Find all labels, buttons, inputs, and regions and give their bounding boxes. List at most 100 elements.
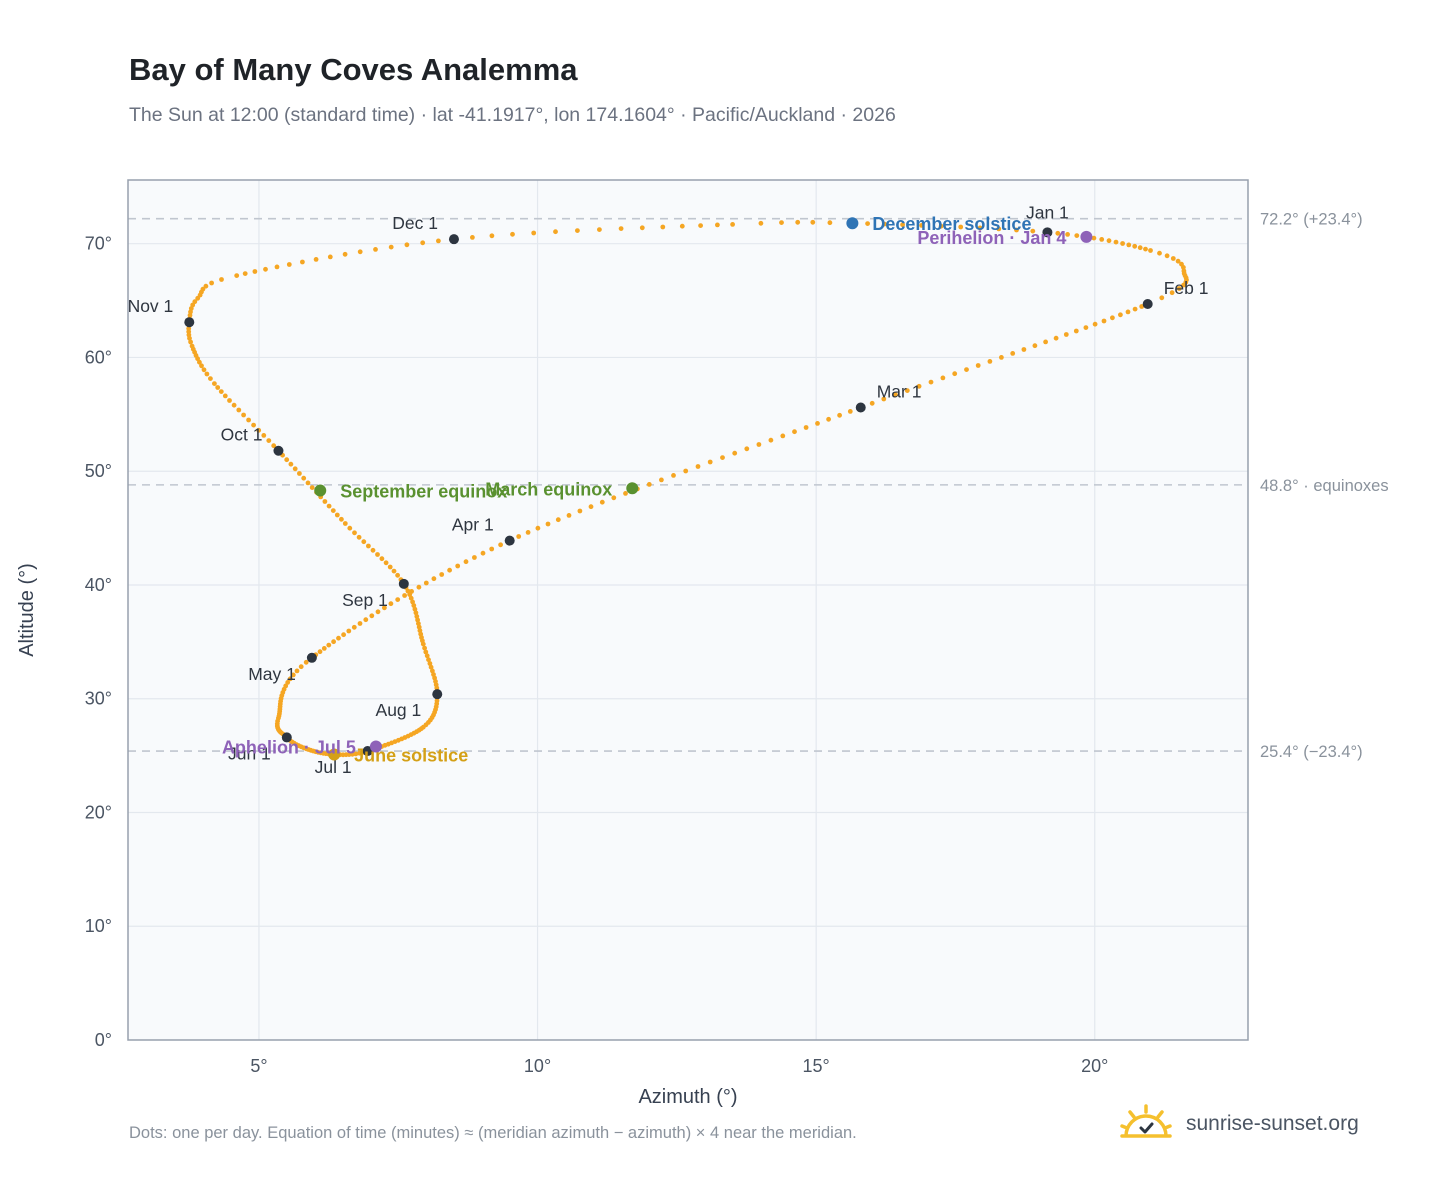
daily-sun-dot (200, 286, 206, 292)
daily-sun-dot (599, 499, 605, 505)
daily-sun-dot (827, 220, 833, 226)
daily-sun-dot (881, 396, 887, 402)
y-tick-label: 40° (85, 575, 112, 595)
daily-sun-dot (865, 221, 870, 227)
daily-sun-dot (1099, 237, 1105, 242)
event-label: Aphelion · Jul 5 (222, 738, 356, 758)
daily-sun-dot (290, 672, 296, 678)
daily-sun-dot (375, 552, 380, 557)
event-label: December solstice (872, 214, 1031, 234)
y-axis-title: Altitude (°) (16, 563, 38, 657)
daily-sun-dot (916, 383, 922, 389)
daily-sun-dot (1132, 306, 1138, 312)
daily-sun-dot (1181, 282, 1186, 288)
daily-sun-dot (416, 621, 421, 626)
daily-sun-dot (346, 628, 352, 634)
daily-sun-dot (977, 225, 983, 231)
daily-sun-dot (780, 433, 786, 439)
daily-sun-dot (422, 645, 427, 651)
event-marker (369, 740, 382, 753)
reference-line-label: 48.8° · equinoxes (1260, 477, 1389, 495)
daily-sun-dot (779, 220, 784, 226)
daily-sun-dot (938, 223, 944, 229)
daily-sun-dot (837, 412, 842, 418)
daily-sun-dot (353, 751, 359, 757)
daily-sun-dot (305, 480, 311, 486)
daily-sun-dot (361, 539, 367, 545)
daily-sun-dot (1169, 290, 1175, 296)
daily-sun-dot (525, 530, 531, 535)
daily-sun-dot (768, 437, 774, 443)
y-tick-label: 0° (95, 1030, 112, 1050)
daily-sun-dot (744, 446, 750, 452)
daily-sun-dot (964, 367, 969, 372)
daily-sun-dot (395, 572, 400, 578)
daily-sun-dot (413, 610, 419, 616)
daily-sun-dot (212, 381, 217, 386)
daily-sun-dot (1021, 347, 1027, 352)
daily-sun-dot (893, 392, 898, 398)
event-label: March equinox (485, 479, 612, 499)
x-axis-title: Azimuth (°) (638, 1086, 737, 1108)
event-marker (626, 482, 639, 495)
month-marker (432, 689, 443, 700)
daily-sun-dot (261, 433, 267, 438)
daily-sun-dot (309, 485, 315, 490)
daily-sun-dot (382, 605, 387, 611)
y-tick-label: 70° (85, 234, 112, 254)
daily-sun-dot (1164, 253, 1170, 259)
daily-sun-dot (1118, 312, 1123, 318)
daily-sun-dot (330, 508, 336, 513)
daily-sun-dot (1181, 265, 1186, 270)
daily-sun-dot (426, 657, 431, 663)
daily-sun-dot (336, 635, 341, 641)
daily-sun-dot (300, 259, 305, 265)
daily-sun-dot (388, 244, 394, 250)
daily-sun-dot (646, 482, 652, 487)
daily-sun-dot (660, 224, 666, 230)
daily-sun-dot (352, 530, 357, 536)
plot-border (127, 179, 1249, 1041)
y-tick-label: 60° (85, 347, 112, 367)
daily-sun-dot (463, 559, 469, 565)
daily-sun-dot (203, 283, 209, 289)
brand-name[interactable]: sunrise-sunset.org (1186, 1112, 1359, 1135)
daily-sun-dot (575, 228, 580, 234)
daily-sun-dot (292, 466, 298, 472)
daily-sun-dot (1014, 227, 1019, 233)
daily-sun-dot (218, 389, 224, 394)
daily-sun-dot (222, 393, 228, 399)
reference-line-label: 25.4° (−23.4°) (1260, 743, 1363, 761)
daily-sun-dot (1176, 286, 1182, 291)
daily-sun-dot (683, 468, 689, 474)
daily-sun-dot (285, 680, 291, 685)
event-marker (1080, 230, 1093, 243)
daily-sun-dot (555, 517, 561, 523)
daily-sun-dot (326, 642, 332, 648)
daily-sun-dot (882, 221, 887, 227)
daily-sun-dot (1083, 325, 1089, 330)
daily-sun-dot (342, 521, 348, 526)
daily-sun-dot (246, 417, 252, 423)
daily-sun-dot (294, 668, 300, 674)
month-label: Dec 1 (392, 213, 438, 233)
plot-area (128, 180, 1248, 1040)
daily-sun-dot (215, 385, 221, 390)
daily-sun-dot (659, 477, 664, 483)
daily-sun-dot (423, 649, 429, 655)
daily-sun-dot (510, 231, 515, 237)
daily-sun-dot (322, 499, 328, 504)
daily-sun-dot (1092, 321, 1098, 327)
daily-sun-dot (480, 550, 486, 556)
daily-sun-dot (288, 461, 294, 467)
daily-sun-dot (431, 672, 436, 677)
daily-sun-dot (410, 599, 415, 605)
daily-sun-dot (313, 257, 319, 262)
daily-sun-dot (1148, 248, 1153, 253)
brand[interactable]: sunrise-sunset.org (1120, 1100, 1359, 1148)
daily-sun-dot (241, 412, 247, 418)
daily-sun-dot (489, 233, 495, 239)
daily-sun-dot (208, 376, 213, 381)
